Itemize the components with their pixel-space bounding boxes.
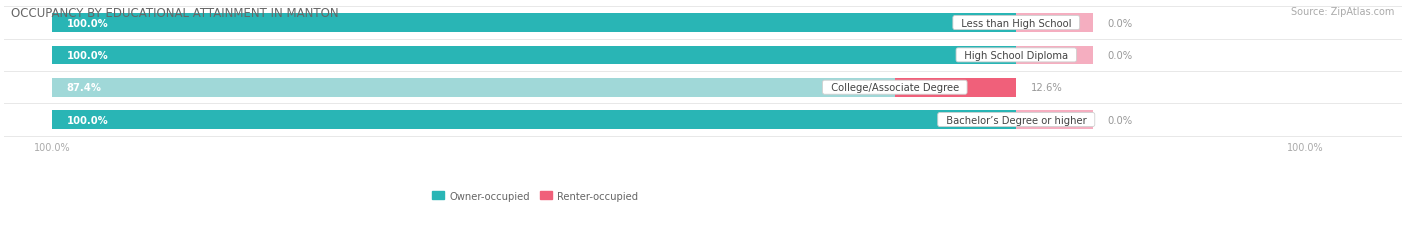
Text: OCCUPANCY BY EDUCATIONAL ATTAINMENT IN MANTON: OCCUPANCY BY EDUCATIONAL ATTAINMENT IN M… xyxy=(11,7,339,20)
Text: Source: ZipAtlas.com: Source: ZipAtlas.com xyxy=(1291,7,1395,17)
Bar xyxy=(1017,46,1094,65)
Text: 0.0%: 0.0% xyxy=(1108,51,1133,61)
Text: 100.0%: 100.0% xyxy=(67,115,108,125)
Legend: Owner-occupied, Renter-occupied: Owner-occupied, Renter-occupied xyxy=(429,187,643,205)
Text: 100.0%: 100.0% xyxy=(67,51,108,61)
Bar xyxy=(1017,14,1094,33)
Text: Less than High School: Less than High School xyxy=(955,18,1077,28)
Text: 0.0%: 0.0% xyxy=(1108,18,1133,28)
Text: 12.6%: 12.6% xyxy=(1031,83,1063,93)
Bar xyxy=(1017,111,1094,129)
Bar xyxy=(52,14,1017,33)
Text: College/Associate Degree: College/Associate Degree xyxy=(824,83,965,93)
Bar xyxy=(52,79,894,97)
Text: High School Diploma: High School Diploma xyxy=(957,51,1074,61)
Text: 87.4%: 87.4% xyxy=(67,83,101,93)
Bar xyxy=(894,79,1017,97)
Bar xyxy=(52,111,1017,129)
Text: Bachelor’s Degree or higher: Bachelor’s Degree or higher xyxy=(939,115,1092,125)
Text: 100.0%: 100.0% xyxy=(67,18,108,28)
Bar xyxy=(52,46,1017,65)
Text: 0.0%: 0.0% xyxy=(1108,115,1133,125)
